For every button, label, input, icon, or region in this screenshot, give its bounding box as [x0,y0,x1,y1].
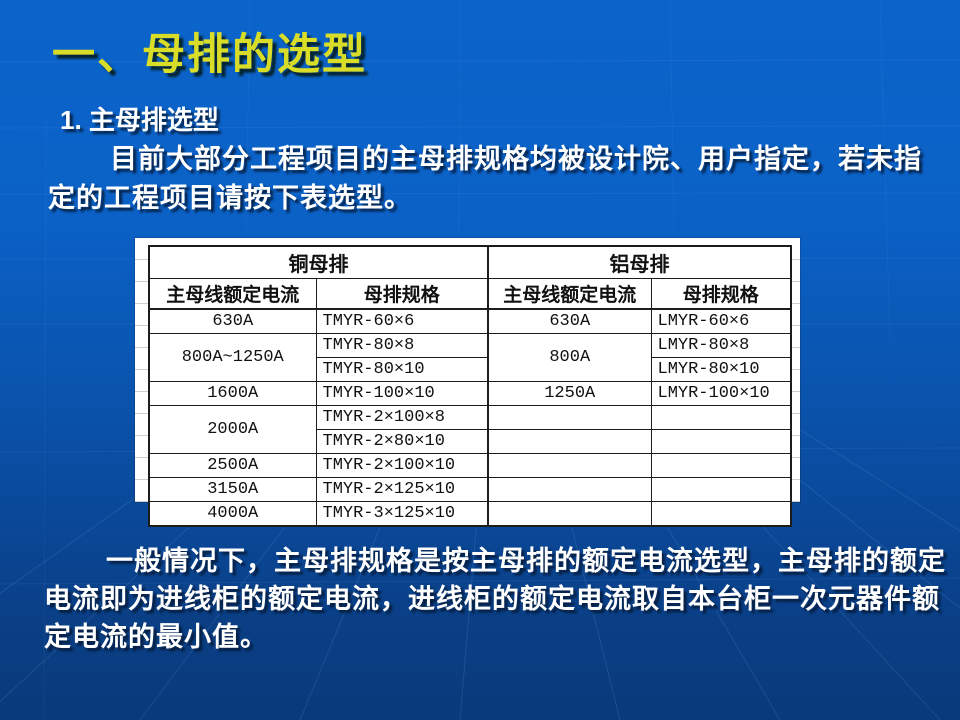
busbar-selection-table: 铜母排 铝母排 主母线额定电流 母排规格 主母线额定电流 母排规格 630A T… [135,238,800,527]
col-header-current-cu: 主母线额定电流 [148,278,317,310]
cell-current-al: 630A [487,308,652,334]
cell-spec-al-empty [650,405,792,430]
cell-spec-cu: TMYR-3×125×10 [315,501,489,527]
cell-current-cu: 800A~1250A [148,333,317,382]
column-header-row: 主母线额定电流 母排规格 主母线额定电流 母排规格 [148,278,792,310]
note-line-1: 一般情况下，主母排规格是按主母排的额定电流选型，主母排的额定 [106,546,946,576]
cell-spec-al: LMYR-80×10 [650,357,792,382]
cell-spec-cu: TMYR-2×100×10 [315,453,489,478]
copper-group-header: 铜母排 [148,245,489,279]
group-header-row: 铜母排 铝母排 [148,245,792,279]
cell-spec-al-empty [650,429,792,454]
cell-current-al-empty [487,405,652,430]
cell-current-cu: 3150A [148,477,317,502]
cell-spec-cu: TMYR-2×100×8 [315,405,489,430]
table-row: 4000A TMYR-3×125×10 [148,501,792,527]
table-row: 3150A TMYR-2×125×10 [148,477,792,502]
table-row: 2000A TMYR-2×100×8 [148,405,792,454]
cell-spec-al: LMYR-80×8 [650,333,792,358]
intro-line-2: 定的工程项目请按下表选型。 [48,183,412,213]
cell-spec-al-empty [650,477,792,502]
cell-current-cu: 4000A [148,501,317,527]
aluminum-group-header: 铝母排 [487,245,792,279]
col-header-current-al: 主母线额定电流 [487,278,652,310]
col-header-spec-cu: 母排规格 [315,278,489,310]
cell-current-al-empty [487,453,652,478]
note-line-2: 电流即为进线柜的额定电流，进线柜的额定电流取自本台柜一次元器件额 [44,584,940,614]
cell-spec-cu: TMYR-80×8 [315,333,489,358]
cell-current-cu: 630A [148,308,317,334]
cell-current-al-empty [487,477,652,502]
col-header-spec-al: 母排规格 [650,278,792,310]
cell-current-al: 800A [487,333,652,382]
note-line-3: 定电流的最小值。 [44,622,268,652]
cell-current-cu: 2500A [148,453,317,478]
cell-spec-cu: TMYR-2×80×10 [315,429,489,454]
table-row: 800A~1250A TMYR-80×8 800A LMYR-80×8 [148,333,792,382]
cell-spec-al-empty [650,453,792,478]
busbar-spec-table: 铜母排 铝母排 主母线额定电流 母排规格 主母线额定电流 母排规格 630A T… [148,245,792,527]
cell-current-cu: 2000A [148,405,317,454]
section-heading: 1. 主母排选型 [60,105,219,135]
cell-current-al-empty [487,501,652,527]
cell-spec-cu: TMYR-80×10 [315,357,489,382]
table-row: TMYR-2×80×10 [149,429,792,454]
table-row: 2500A TMYR-2×100×10 [148,453,792,478]
cell-spec-al-empty [650,501,792,527]
cell-spec-cu: TMYR-100×10 [315,381,489,406]
intro-line-1: 目前大部分工程项目的主母排规格均被设计院、用户指定，若未指 [110,144,922,174]
cell-current-al: 1250A [487,381,652,406]
cell-spec-cu: TMYR-60×6 [315,308,489,334]
cell-spec-cu: TMYR-2×125×10 [315,477,489,502]
cell-spec-al: LMYR-100×10 [650,381,792,406]
table-row: 1600A TMYR-100×10 1250A LMYR-100×10 [148,381,792,406]
note-paragraph: 一般情况下，主母排规格是按主母排的额定电流选型，主母排的额定 电流即为进线柜的额… [44,542,946,656]
cell-current-al-empty [487,429,652,454]
cell-current-cu: 1600A [148,381,317,406]
intro-paragraph: 目前大部分工程项目的主母排规格均被设计院、用户指定，若未指 定的工程项目请按下表… [48,140,938,218]
table-row: 630A TMYR-60×6 630A LMYR-60×6 [148,308,792,334]
cell-spec-al: LMYR-60×6 [650,308,792,334]
page-title: 一、母排的选型 [52,31,367,79]
